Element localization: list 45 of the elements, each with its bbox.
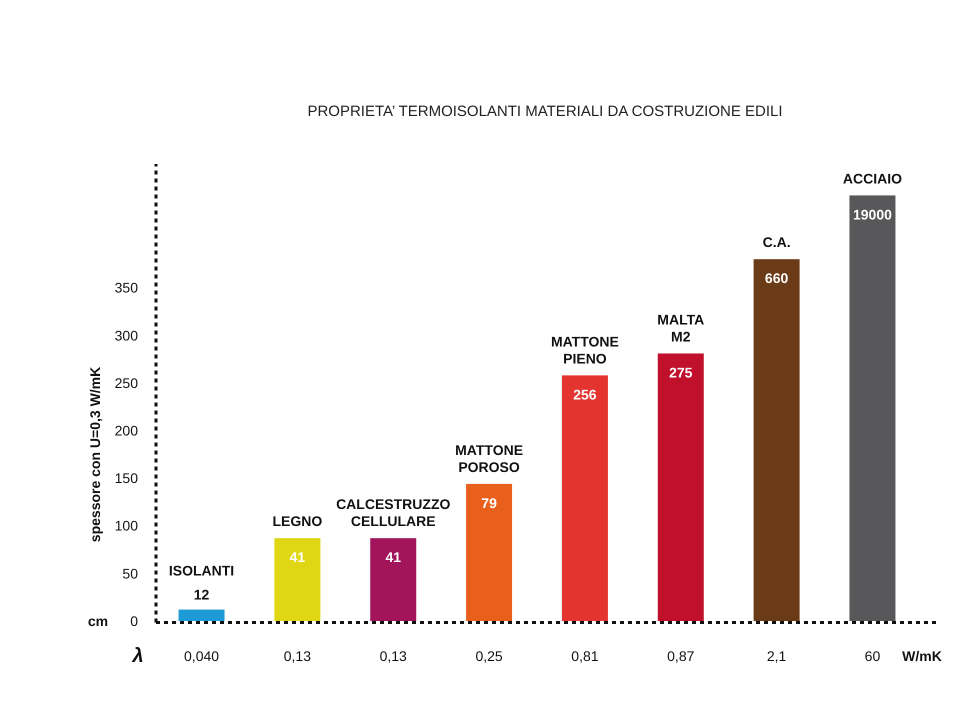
bar [562,375,608,621]
y-axis-title: spessore con U=0,3 W/mK [87,366,103,542]
annotation: 19000 [852,206,892,222]
chart-title: PROPRIETA’ TERMOISOLANTI MATERIALI DA COSTRUZIONE EDILI [307,103,783,120]
text: 0,13 [284,648,312,664]
text: 0,87 [667,648,695,664]
bar [178,610,225,621]
y-tick-label: 250 [114,374,138,391]
text: 0,13 [380,648,408,664]
x-tick-label: MALTA M2 [657,311,704,344]
annotation: 41 [385,549,402,566]
text: 0,81 [571,648,599,664]
x-tick-label: LEGNO [272,513,322,530]
text: 60 [864,648,880,664]
y-tick-label: 350 [114,280,138,296]
y-tick-label: 300 [114,327,138,344]
x-axis-title: W/mK [902,648,942,664]
text: 0,040 [184,648,220,664]
annotation: 12 [194,586,210,603]
bar [466,484,512,621]
y-tick-label: 150 [114,470,138,486]
x-tick-label: C.A. [762,234,791,250]
annotation: 256 [573,386,597,402]
bar [370,538,416,621]
annotation: 41 [290,549,306,566]
text: 2,1 [766,648,787,664]
y-tick-label: 50 [122,565,138,582]
bar [849,195,896,621]
annotation: 660 [764,270,789,286]
x-tick-label: MATTONE POROSO [455,442,524,475]
annotation: 79 [481,494,498,511]
y-tick-label: 0 [130,612,138,629]
bar [658,353,704,621]
x-tick-label: MATTONE PIENO [550,333,619,366]
x-tick-label: CALCESTRUZZO CELLULARE [336,496,451,530]
y-tick-label: 200 [114,422,138,438]
x-tick-label: ACCIAIO [842,170,902,186]
bar [274,538,320,621]
x-tick-label: ISOLANTI [168,562,234,579]
text: 0,25 [475,648,503,664]
annotation: 275 [669,364,693,380]
text: λ [131,645,144,667]
text: cm [88,612,108,629]
bar [754,259,800,621]
y-tick-label: 100 [114,518,138,534]
